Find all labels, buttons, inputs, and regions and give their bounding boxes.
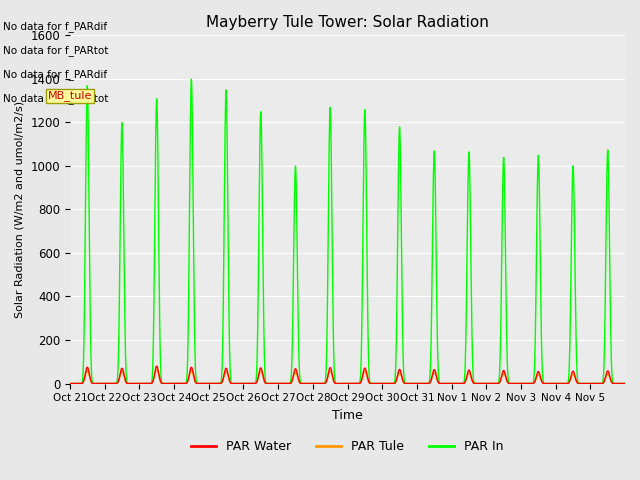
Y-axis label: Solar Radiation (W/m2 and umol/m2/s): Solar Radiation (W/m2 and umol/m2/s) xyxy=(15,101,25,318)
X-axis label: Time: Time xyxy=(332,409,363,422)
Text: No data for f_PARdif: No data for f_PARdif xyxy=(3,69,108,80)
Text: MB_tule: MB_tule xyxy=(48,90,92,101)
Legend: PAR Water, PAR Tule, PAR In: PAR Water, PAR Tule, PAR In xyxy=(186,435,509,458)
Title: Mayberry Tule Tower: Solar Radiation: Mayberry Tule Tower: Solar Radiation xyxy=(206,15,489,30)
Text: No data for f_PARtot: No data for f_PARtot xyxy=(3,45,109,56)
Text: No data for f_PARdif: No data for f_PARdif xyxy=(3,21,108,32)
Text: No data for f_PARtot: No data for f_PARtot xyxy=(3,93,109,104)
